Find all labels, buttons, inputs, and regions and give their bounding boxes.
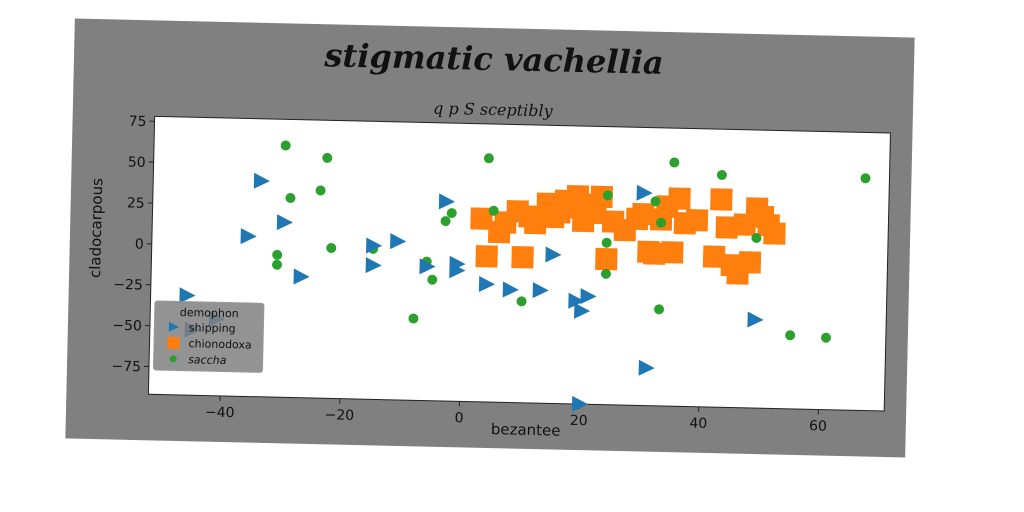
point-saccha: [408, 313, 419, 324]
point-shipping: [580, 288, 597, 305]
y-tick-label: 0: [135, 236, 144, 252]
point-shipping: [240, 228, 257, 245]
point-shipping: [747, 311, 764, 328]
point-chionodoxa: [595, 247, 618, 271]
y-axis-label: cladocarpous: [85, 177, 107, 279]
point-saccha: [326, 242, 337, 253]
point-shipping: [449, 255, 466, 272]
point-saccha: [315, 185, 326, 196]
point-saccha: [322, 152, 333, 163]
point-chionodoxa: [524, 211, 547, 235]
point-saccha: [516, 296, 527, 307]
point-shipping: [478, 276, 496, 293]
x-tick-label: 40: [689, 416, 707, 432]
point-shipping: [276, 214, 293, 231]
point-saccha: [600, 268, 611, 279]
point-shipping: [365, 257, 382, 274]
legend-item-saccha: saccha: [154, 350, 262, 368]
y-tick-label: −25: [113, 277, 143, 294]
point-shipping: [571, 395, 589, 412]
legend-label: saccha: [188, 352, 227, 367]
x-tick-label: 20: [570, 413, 588, 429]
point-chionodoxa: [702, 245, 726, 268]
x-tick-label: 0: [454, 410, 463, 426]
point-chionodoxa: [661, 241, 684, 264]
point-saccha: [601, 237, 612, 248]
circle-marker-icon: [162, 353, 184, 365]
point-chionodoxa: [475, 245, 498, 268]
point-chionodoxa: [685, 209, 709, 232]
point-saccha: [860, 173, 871, 184]
point-shipping: [293, 268, 310, 285]
y-tick-label: −50: [112, 318, 142, 335]
x-tick-label: −40: [205, 405, 235, 422]
y-tick-label: −75: [111, 359, 141, 376]
point-saccha: [669, 157, 680, 168]
point-saccha: [285, 192, 296, 203]
point-saccha: [602, 190, 613, 201]
point-shipping: [179, 287, 196, 304]
point-saccha: [446, 208, 457, 219]
point-chionodoxa: [470, 207, 493, 230]
point-saccha: [488, 205, 499, 216]
triangle-marker-icon: [163, 321, 185, 333]
y-tick-label: 25: [127, 195, 145, 211]
legend-item-shipping: shipping: [155, 318, 263, 336]
point-shipping: [638, 359, 655, 376]
point-shipping: [438, 193, 456, 210]
point-saccha: [483, 153, 494, 164]
y-tick-label: 50: [128, 155, 146, 171]
legend-label: shipping: [188, 320, 236, 335]
legend: demophon shipping chionodoxa saccha: [152, 300, 265, 373]
y-tick-label: 75: [129, 114, 147, 130]
point-chionodoxa: [632, 202, 655, 226]
point-chionodoxa: [511, 245, 534, 269]
point-saccha: [440, 216, 451, 227]
legend-item-chionodoxa: chionodoxa: [154, 334, 262, 352]
point-chionodoxa: [643, 242, 666, 265]
point-saccha: [654, 304, 665, 315]
plot-area: −40 −20 0 20 40 60 75 50 25 0 −25 −50 −75: [111, 114, 891, 435]
point-saccha: [271, 259, 282, 270]
square-marker-icon: [162, 336, 184, 349]
point-shipping: [390, 233, 407, 250]
x-tick-label: −20: [324, 407, 354, 424]
point-shipping: [253, 172, 270, 189]
point-shipping: [532, 282, 549, 299]
point-saccha: [656, 217, 667, 228]
point-chionodoxa: [715, 216, 738, 239]
point-saccha: [751, 232, 762, 243]
point-saccha: [427, 274, 438, 285]
point-shipping: [574, 302, 591, 319]
point-chionodoxa: [710, 188, 733, 211]
point-shipping: [636, 184, 653, 201]
chart-figure: stigmatic vachellia q p S sceptibly −40−…: [65, 18, 915, 458]
point-saccha: [716, 170, 727, 181]
point-shipping: [568, 292, 585, 309]
legend-label: chionodoxa: [188, 336, 252, 352]
point-saccha: [650, 196, 661, 207]
point-chionodoxa: [738, 251, 762, 274]
point-shipping: [366, 237, 383, 254]
point-saccha: [785, 330, 796, 341]
point-shipping: [502, 281, 519, 298]
point-saccha: [280, 140, 291, 151]
point-chionodoxa: [668, 187, 691, 210]
point-saccha: [272, 249, 283, 260]
point-shipping: [545, 246, 562, 263]
point-chionodoxa: [763, 222, 786, 245]
point-shipping: [419, 258, 436, 275]
x-tick-label: 60: [809, 418, 827, 434]
point-saccha: [820, 332, 831, 343]
